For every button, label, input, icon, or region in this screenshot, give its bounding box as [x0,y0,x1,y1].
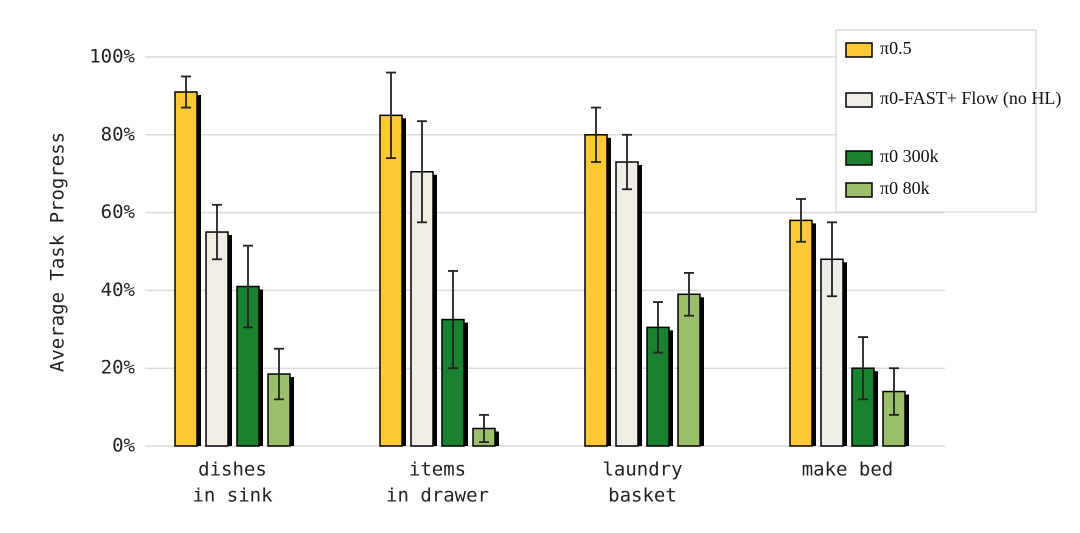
legend-label: π0-FAST+ Flow (no HL) [880,88,1061,109]
bar [615,161,639,447]
y-tick-label: 60% [101,201,136,223]
error-bar [591,106,601,163]
error-bar [889,367,899,416]
bar [789,219,813,447]
error-bar [448,270,458,370]
bar [379,114,403,447]
error-bar [653,301,663,354]
legend-swatch [845,150,873,166]
y-tick-label: 100% [89,46,135,68]
legend-label: π0 300k [880,146,939,166]
legend-swatch [845,92,873,108]
error-bar [858,336,868,401]
legend-box [835,29,1037,213]
error-bar [181,75,191,109]
error-bar [622,133,632,191]
error-bar [479,413,489,444]
y-tick-label: 40% [101,279,136,301]
y-tick-label: 80% [101,123,136,145]
error-bar [274,347,284,401]
x-tick-label: items [409,459,466,481]
x-tick-label: basket [608,485,677,507]
x-tick-label: make bed [802,459,894,481]
error-bar [796,198,806,243]
legend-swatch [845,182,873,198]
bar [174,91,198,447]
x-tick-label: in drawer [386,485,489,507]
bar [205,231,229,447]
x-tick-label: laundry [602,459,682,481]
error-bar [386,71,396,160]
y-axis-label: Average Task Progress [47,132,69,372]
error-bar [417,120,427,224]
error-bar [827,221,837,298]
x-tick-label: in sink [192,485,273,507]
y-tick-label: 20% [101,357,136,379]
legend-swatch [845,42,873,58]
x-tick-label: dishes [198,459,267,481]
error-bar [243,244,253,329]
bar [584,134,608,447]
legend: π0.5 π0-FAST+ Flow (no HL) π0 300k π0 80k [835,29,1061,213]
legend-label: π0.5 [880,38,912,58]
error-bar [684,271,694,317]
legend-label: π0 80k [880,178,930,198]
bar [677,293,701,447]
y-tick-label: 0% [112,435,135,457]
error-bar [212,203,222,261]
